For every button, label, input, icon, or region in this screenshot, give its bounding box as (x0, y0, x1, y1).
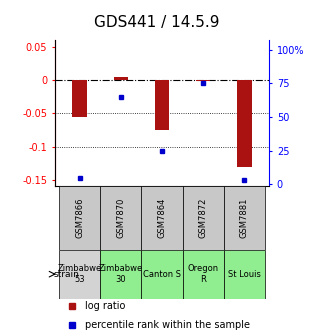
Bar (182, 186, 224, 250)
Bar (141, 250, 182, 298)
Text: percentile rank within the sample: percentile rank within the sample (85, 320, 250, 330)
Bar (224, 250, 265, 298)
Bar (237, 80, 252, 167)
Text: GSM7870: GSM7870 (116, 198, 125, 238)
Bar (59, 186, 100, 250)
Bar (196, 80, 210, 81)
Text: strain: strain (54, 270, 80, 279)
Bar (224, 186, 265, 250)
Text: GDS441 / 14.5.9: GDS441 / 14.5.9 (94, 15, 219, 30)
Text: Zimbabwe
30: Zimbabwe 30 (99, 264, 143, 284)
Text: Canton S: Canton S (143, 270, 181, 279)
Bar (72, 80, 87, 117)
Bar (182, 250, 224, 298)
Text: GSM7872: GSM7872 (199, 198, 208, 238)
Text: Zimbabwe
53: Zimbabwe 53 (57, 264, 102, 284)
Bar (100, 186, 141, 250)
Bar (155, 80, 169, 130)
Text: St Louis: St Louis (228, 270, 261, 279)
Text: GSM7866: GSM7866 (75, 198, 84, 239)
Bar (141, 186, 182, 250)
Text: Oregon
R: Oregon R (188, 264, 219, 284)
Text: GSM7881: GSM7881 (240, 198, 249, 238)
Bar (114, 77, 128, 80)
Text: log ratio: log ratio (85, 301, 125, 311)
Text: GSM7864: GSM7864 (157, 198, 167, 238)
Bar (59, 250, 100, 298)
Bar (100, 250, 141, 298)
